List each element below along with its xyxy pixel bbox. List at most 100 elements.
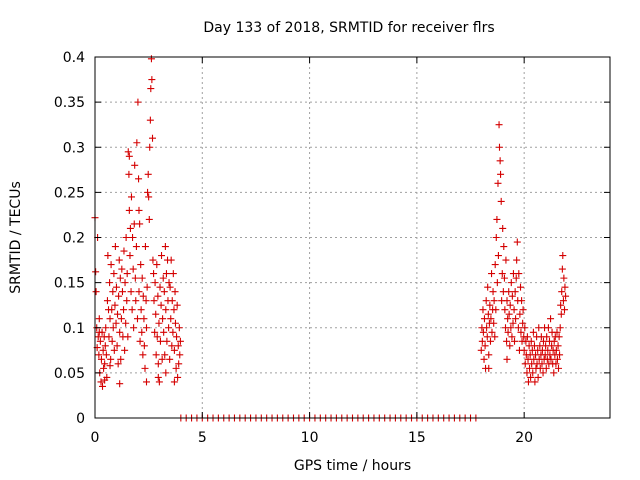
data-point	[97, 355, 105, 363]
data-point	[543, 333, 551, 341]
data-point	[95, 328, 103, 336]
data-point	[504, 328, 512, 336]
data-point	[123, 270, 131, 278]
data-point	[115, 256, 123, 264]
data-point	[491, 261, 499, 269]
data-point	[154, 292, 162, 300]
data-point	[495, 121, 503, 129]
data-point	[558, 288, 566, 296]
data-point	[135, 288, 143, 296]
points-layer	[91, 55, 570, 422]
data-point	[132, 243, 140, 251]
data-point	[523, 333, 531, 341]
data-point	[121, 346, 129, 354]
data-point	[116, 380, 124, 388]
data-point	[539, 369, 547, 377]
data-point	[150, 270, 158, 278]
data-point	[116, 328, 124, 336]
data-point	[172, 364, 180, 372]
data-point	[514, 324, 522, 332]
data-point	[144, 188, 152, 196]
data-point	[550, 369, 558, 377]
data-point	[162, 270, 170, 278]
data-point	[159, 274, 167, 282]
data-point	[517, 328, 525, 336]
data-point	[151, 279, 159, 287]
data-point	[166, 355, 174, 363]
data-point	[559, 297, 567, 305]
data-point	[162, 306, 170, 314]
data-point	[131, 274, 139, 282]
data-point	[174, 342, 182, 350]
data-point	[487, 315, 495, 323]
data-point	[117, 315, 125, 323]
data-point	[118, 265, 126, 273]
data-point	[109, 324, 117, 332]
y-axis-label: SRMTID / TECUs	[8, 181, 24, 294]
data-point	[478, 337, 486, 345]
data-point	[531, 378, 539, 386]
data-point	[159, 315, 167, 323]
data-point	[557, 301, 565, 309]
data-point	[158, 355, 166, 363]
x-tick-label: 10	[301, 430, 319, 446]
data-point	[498, 270, 506, 278]
data-point	[167, 315, 175, 323]
data-point	[138, 274, 146, 282]
data-point	[499, 224, 507, 232]
data-point	[552, 360, 560, 368]
data-point	[133, 315, 141, 323]
y-tick-label: 0.1	[63, 321, 85, 337]
data-point	[139, 351, 147, 359]
data-point	[108, 337, 116, 345]
data-point	[130, 324, 138, 332]
data-point	[492, 306, 500, 314]
data-point	[170, 306, 178, 314]
data-point	[511, 337, 519, 345]
data-point	[102, 351, 110, 359]
data-point	[133, 139, 141, 147]
data-point	[121, 279, 129, 287]
data-point	[488, 270, 496, 278]
data-point	[170, 378, 178, 386]
data-point	[145, 193, 153, 201]
data-point	[168, 342, 176, 350]
data-point	[160, 328, 168, 336]
data-point	[485, 364, 493, 372]
data-point	[142, 297, 150, 305]
data-point	[513, 256, 521, 264]
data-point	[124, 333, 132, 341]
data-point	[171, 319, 179, 327]
x-tick-label: 0	[91, 430, 100, 446]
data-point	[526, 364, 534, 372]
data-point	[92, 288, 100, 296]
data-point	[145, 215, 153, 223]
data-point	[519, 306, 527, 314]
data-point	[106, 279, 114, 287]
data-point	[552, 346, 560, 354]
data-point	[171, 288, 179, 296]
data-point	[158, 252, 166, 260]
data-point	[555, 333, 563, 341]
data-point	[521, 360, 529, 368]
data-point	[97, 378, 105, 386]
data-point	[116, 274, 124, 282]
x-axis-label: GPS time / hours	[294, 458, 411, 474]
data-point	[108, 306, 116, 314]
data-point	[507, 324, 515, 332]
data-point	[106, 362, 114, 370]
data-point	[155, 319, 163, 327]
data-point	[101, 376, 109, 384]
y-tick-label: 0.25	[54, 185, 85, 201]
data-point	[173, 301, 181, 309]
data-point	[137, 261, 145, 269]
data-point	[527, 337, 535, 345]
data-point	[494, 252, 502, 260]
data-point	[107, 355, 115, 363]
data-point	[129, 265, 137, 273]
data-point	[176, 351, 184, 359]
data-point	[107, 261, 115, 269]
data-point	[517, 283, 525, 291]
data-point	[154, 373, 162, 381]
data-point	[135, 175, 143, 183]
